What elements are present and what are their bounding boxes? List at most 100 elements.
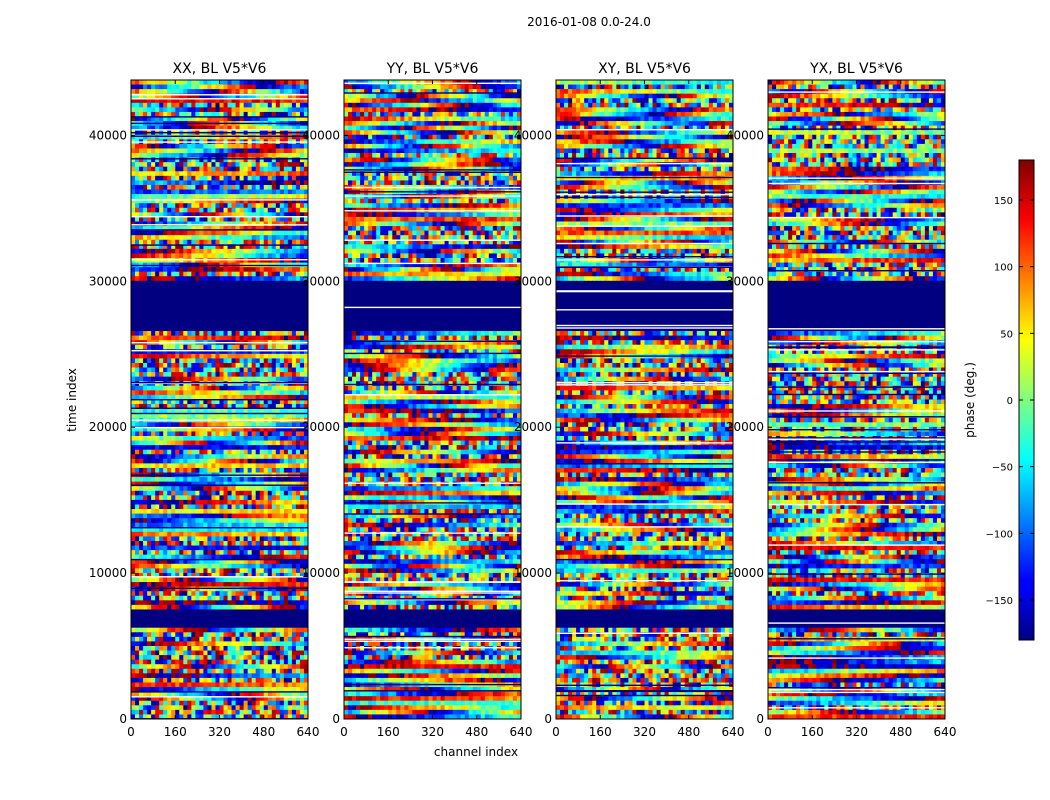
heatmap-cell [247, 166, 253, 172]
heatmap-cell [223, 294, 229, 300]
heatmap-cell [215, 93, 221, 99]
heatmap-cell [303, 399, 308, 405]
heatmap-cell [139, 358, 144, 364]
heatmap-cell [171, 490, 176, 496]
heatmap-cell [203, 153, 209, 159]
heatmap-cell [215, 531, 221, 538]
heatmap-cell [239, 289, 245, 296]
heatmap-cell [239, 367, 245, 373]
heatmap-cell [199, 184, 205, 191]
heatmap-cell [259, 166, 265, 172]
heatmap-cell [175, 572, 180, 579]
heatmap-cell [295, 554, 301, 560]
heatmap-cell [259, 422, 265, 428]
heatmap-cell [143, 413, 148, 419]
heatmap-cell [267, 276, 273, 282]
heatmap-cell [247, 504, 253, 510]
heatmap-cell [211, 367, 217, 373]
heatmap-cell [259, 98, 265, 104]
heatmap-cell [199, 376, 205, 382]
heatmap-cell [251, 372, 257, 378]
heatmap-cell [235, 84, 241, 90]
heatmap-cell [171, 102, 176, 108]
heatmap-cell [303, 477, 308, 483]
heatmap-cell [187, 563, 192, 569]
heatmap-cell [191, 271, 196, 277]
heatmap-cell [235, 102, 241, 108]
heatmap-cell [223, 239, 229, 245]
heatmap-cell [303, 111, 308, 118]
heatmap-cell [259, 253, 265, 259]
heatmap-cell [143, 221, 148, 227]
heatmap-cell [195, 422, 200, 428]
heatmap-cell [203, 98, 209, 104]
heatmap-cell [259, 426, 265, 433]
heatmap-cell [207, 458, 213, 464]
heatmap-cell [263, 431, 269, 437]
heatmap-cell [135, 89, 140, 95]
heatmap-cell [155, 481, 160, 487]
heatmap-cell [283, 463, 289, 469]
heatmap-cell [143, 408, 148, 414]
heatmap-cell [295, 331, 301, 337]
heatmap-cell [279, 527, 285, 533]
heatmap-cell [131, 226, 136, 232]
heatmap-cell [227, 194, 233, 200]
heatmap-cell [299, 93, 305, 99]
heatmap-cell [211, 362, 217, 369]
heatmap-cell [223, 93, 229, 99]
heatmap-cell [179, 367, 184, 373]
heatmap-cell [279, 568, 285, 574]
heatmap-cell [263, 194, 269, 200]
heatmap-cell [283, 289, 289, 296]
heatmap-cell [199, 289, 205, 296]
heatmap-cell [255, 495, 261, 501]
heatmap-cell [275, 289, 281, 296]
heatmap-cell [247, 184, 253, 191]
heatmap-cell [147, 463, 152, 469]
heatmap-cell [299, 267, 305, 273]
heatmap-cell [251, 572, 257, 579]
heatmap-cell [271, 175, 277, 182]
heatmap-cell [303, 335, 308, 341]
heatmap-cell [267, 563, 273, 569]
heatmap-cell [291, 404, 297, 410]
heatmap-cell [283, 504, 289, 510]
heatmap-cell [139, 299, 144, 305]
heatmap-cell [163, 331, 168, 337]
heatmap-cell [191, 157, 196, 163]
heatmap-cell [195, 550, 200, 556]
heatmap-cell [211, 518, 217, 524]
heatmap-cell [279, 344, 285, 350]
heatmap-cell [163, 312, 168, 318]
heatmap-cell [235, 344, 241, 350]
heatmap-cell [243, 153, 249, 159]
heatmap-cell [175, 499, 180, 506]
heatmap-cell [175, 180, 180, 186]
heatmap-cell [299, 98, 305, 104]
heatmap-cell [283, 294, 289, 300]
heatmap-cell [227, 80, 233, 86]
heatmap-cell [195, 230, 200, 236]
heatmap-cell [247, 335, 253, 341]
heatmap-cell [299, 162, 305, 168]
heatmap-cell [139, 495, 144, 501]
heatmap-cell [251, 111, 257, 118]
heatmap-cell [207, 157, 213, 163]
heatmap-cell [203, 559, 209, 565]
heatmap-cell [151, 102, 156, 108]
heatmap-cell [211, 111, 217, 118]
heatmap-cell [139, 367, 144, 373]
heatmap-cell [243, 326, 249, 332]
heatmap-cell [175, 408, 180, 414]
heatmap-cell [291, 431, 297, 437]
heatmap-cell [191, 166, 196, 172]
heatmap-cell [223, 244, 229, 250]
heatmap-cell [279, 235, 285, 241]
heatmap-cell [159, 467, 164, 474]
heatmap-cell [175, 550, 180, 556]
heatmap-cell [131, 331, 136, 337]
heatmap-cell [287, 203, 293, 209]
heatmap-cell [247, 235, 253, 241]
heatmap-cell [239, 235, 245, 241]
